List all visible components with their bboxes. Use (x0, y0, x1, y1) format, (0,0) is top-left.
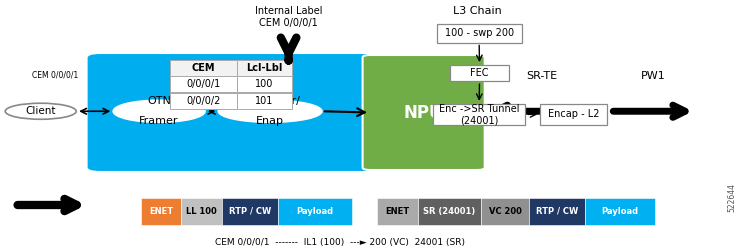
FancyBboxPatch shape (87, 53, 380, 172)
Bar (433, 104, 525, 125)
Bar (181, 198, 222, 225)
Bar (237, 60, 292, 76)
Text: VC 200: VC 200 (488, 207, 522, 216)
Bar (170, 92, 237, 109)
Text: 522644: 522644 (727, 184, 736, 212)
Text: FPGA: FPGA (201, 91, 230, 101)
Text: Payload: Payload (601, 207, 639, 216)
Text: PW1: PW1 (641, 71, 665, 81)
Text: RTP / CW: RTP / CW (536, 207, 578, 216)
Text: NPU: NPU (404, 104, 443, 122)
Ellipse shape (5, 103, 76, 119)
Bar (437, 24, 522, 42)
Bar (585, 198, 655, 225)
Bar (222, 198, 278, 225)
Text: CEM: CEM (192, 63, 215, 73)
Bar (377, 198, 418, 225)
Bar (170, 60, 237, 76)
Text: Enap: Enap (256, 116, 284, 126)
Text: Lcl-Lbl: Lcl-Lbl (246, 63, 283, 73)
Text: 101: 101 (255, 96, 274, 106)
Text: OTN: OTN (147, 96, 171, 106)
Ellipse shape (113, 100, 205, 122)
Text: 100: 100 (255, 79, 274, 89)
Bar (418, 198, 481, 225)
Text: 0/0/0/2: 0/0/0/2 (186, 96, 221, 106)
Text: Payload: Payload (296, 207, 333, 216)
Text: Framer: Framer (139, 116, 179, 126)
Bar (540, 104, 607, 125)
Text: Encap - L2: Encap - L2 (548, 110, 599, 120)
Text: LL 100: LL 100 (186, 207, 217, 216)
Ellipse shape (218, 100, 322, 122)
Text: CEM 0/0/0/1  -------  IL1 (100)  ---► 200 (VC)  24001 (SR): CEM 0/0/0/1 ------- IL1 (100) ---► 200 (… (215, 238, 465, 248)
Bar (278, 198, 352, 225)
FancyBboxPatch shape (363, 55, 485, 170)
Text: RTP / CW: RTP / CW (229, 207, 271, 216)
Text: CEM 0/0/0/1: CEM 0/0/0/1 (33, 71, 78, 80)
Text: Packetizer/: Packetizer/ (240, 96, 300, 106)
Text: FEC: FEC (471, 68, 489, 78)
Text: 100 - swp 200: 100 - swp 200 (445, 28, 514, 38)
Bar (450, 65, 509, 81)
Bar (141, 198, 181, 225)
Text: 0/0/0/1: 0/0/0/1 (186, 79, 221, 89)
Text: ENET: ENET (149, 207, 173, 216)
Bar (170, 76, 237, 92)
Text: Internal Label
CEM 0/0/0/1: Internal Label CEM 0/0/0/1 (255, 6, 323, 28)
Text: Client: Client (25, 106, 56, 116)
Bar (237, 92, 292, 109)
Text: SR-TE: SR-TE (526, 71, 558, 81)
Text: L3 Chain: L3 Chain (453, 6, 502, 16)
Text: Enc ->SR Tunnel
(24001): Enc ->SR Tunnel (24001) (439, 104, 519, 125)
Bar (529, 198, 585, 225)
Bar (237, 76, 292, 92)
Text: ENET: ENET (386, 207, 410, 216)
Text: SR (24001): SR (24001) (423, 207, 476, 216)
Bar (481, 198, 529, 225)
